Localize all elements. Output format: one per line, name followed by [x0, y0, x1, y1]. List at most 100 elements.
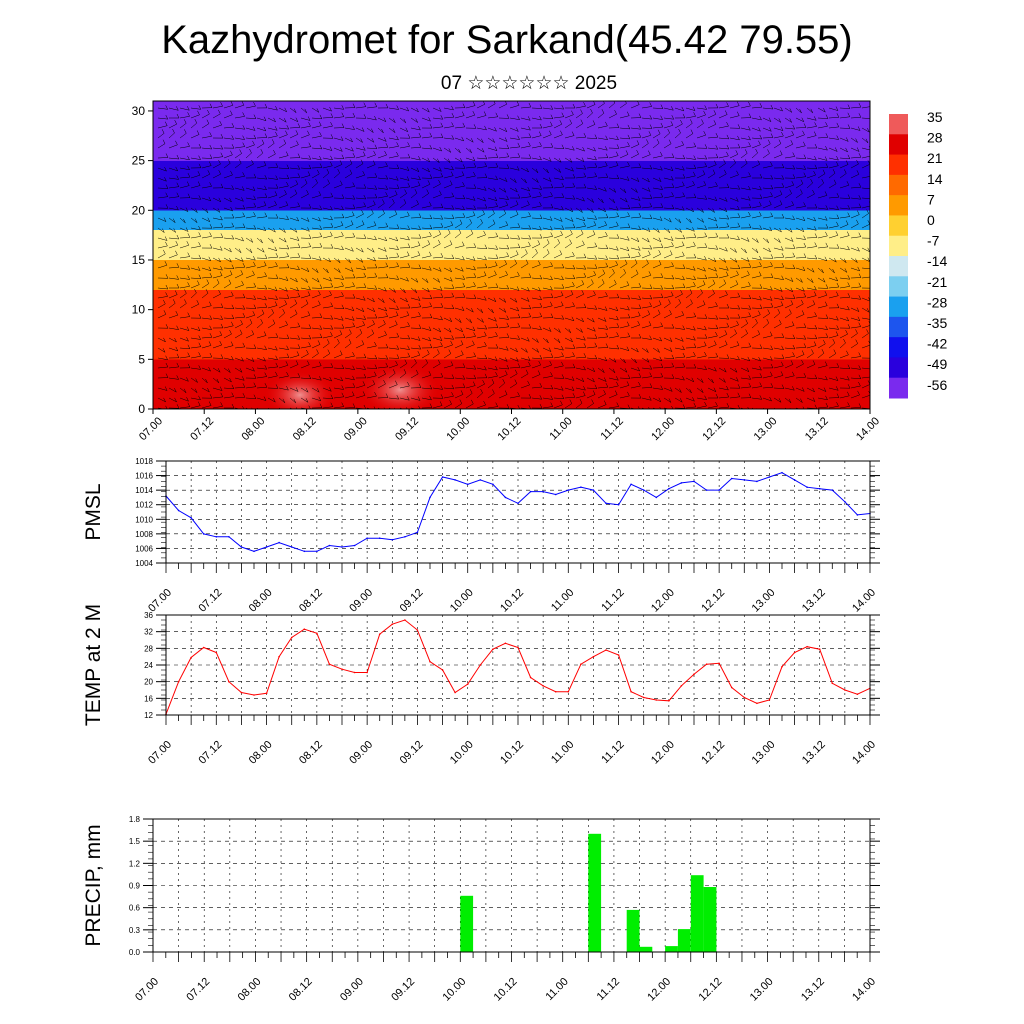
wind-barb — [355, 265, 367, 271]
wind-barb — [190, 181, 201, 189]
data-point — [202, 533, 205, 535]
wind-barb — [608, 109, 617, 119]
wind-barb — [366, 354, 378, 360]
wind-barb — [751, 318, 758, 329]
wind-barb — [278, 244, 290, 250]
wind-barb — [201, 154, 213, 159]
wind-barb — [762, 133, 774, 139]
wind-barb — [223, 247, 233, 253]
wind-barb — [377, 312, 389, 319]
wind-barb — [344, 247, 354, 252]
wind-barb — [795, 397, 803, 403]
wind-barb — [432, 359, 441, 369]
wind-barb — [553, 175, 564, 181]
wind-barb — [707, 387, 717, 393]
wind-barb — [652, 300, 662, 309]
wind-barb — [289, 252, 301, 259]
wind-barb — [465, 162, 477, 169]
wind-barb — [454, 136, 465, 142]
wind-barb — [355, 320, 366, 329]
wind-barb — [476, 255, 487, 261]
wind-barb — [278, 215, 290, 221]
x-tick-label: 07.00 — [137, 415, 165, 443]
wind-barb — [652, 336, 663, 342]
wind-barb — [465, 265, 476, 271]
wind-barb — [696, 288, 703, 299]
wind-barb — [399, 334, 411, 340]
wind-barb — [179, 112, 190, 119]
wind-barb — [861, 272, 870, 279]
wind-barb — [784, 237, 794, 243]
wind-barb — [817, 387, 827, 393]
x-tick-label: 09.00 — [347, 739, 375, 767]
x-tick-label: 12.00 — [649, 415, 677, 443]
wind-barb — [311, 205, 323, 210]
wind-barb — [498, 201, 509, 209]
wind-barb — [344, 322, 356, 329]
wind-barb — [774, 213, 785, 219]
wind-barb — [476, 354, 488, 360]
wind-barb — [542, 167, 549, 174]
data-point — [617, 503, 620, 506]
wind-barb — [190, 207, 198, 213]
wind-barb — [674, 106, 685, 112]
data-point — [580, 486, 582, 489]
wind-barb — [663, 354, 675, 360]
wind-barb — [597, 187, 607, 192]
wind-barb — [751, 344, 763, 349]
wind-barb — [344, 159, 353, 169]
wind-barb — [201, 272, 213, 279]
wind-barb — [850, 102, 862, 109]
wind-barb — [652, 177, 662, 183]
wind-barb — [751, 148, 758, 159]
wind-barb — [289, 286, 300, 292]
precipitation-panel: 0.00.30.60.91.21.51.807.00 07.12 08.00 08.1… — [82, 815, 880, 1004]
wind-barb — [773, 190, 783, 199]
wind-barb — [366, 172, 378, 179]
wind-barb — [311, 131, 322, 139]
wind-barb — [355, 365, 367, 370]
wind-barb — [718, 367, 727, 373]
wind-barb — [399, 311, 410, 319]
wind-barb — [377, 150, 387, 159]
wind-barb — [399, 297, 409, 303]
wind-barb — [531, 214, 543, 219]
wind-barb — [256, 126, 267, 132]
wind-barb — [355, 202, 367, 209]
wind-barb — [421, 117, 432, 122]
wind-barb — [773, 126, 784, 131]
wind-barb — [575, 343, 587, 349]
wind-barb — [432, 277, 441, 284]
wind-barb — [564, 363, 576, 369]
wind-barb — [322, 363, 334, 369]
wind-barb — [234, 247, 242, 253]
wind-barb — [454, 340, 464, 349]
wind-barb — [850, 295, 862, 300]
data-point — [642, 696, 645, 699]
wind-barb — [410, 199, 419, 209]
wind-barb — [586, 354, 598, 360]
wind-barb — [300, 311, 311, 319]
wind-barb — [333, 392, 345, 399]
y-tick-label: 1016 — [135, 472, 153, 481]
wind-barb — [531, 360, 542, 369]
wind-barb — [487, 343, 499, 349]
wind-barb — [278, 164, 290, 169]
wind-barb — [630, 237, 640, 243]
wind-barb — [553, 238, 561, 249]
wind-barb — [311, 114, 323, 120]
wind-barb — [740, 356, 751, 362]
wind-barb — [751, 211, 762, 219]
wind-barb — [179, 181, 190, 189]
wind-barb — [212, 340, 223, 349]
wind-barb — [597, 101, 605, 109]
wind-barb — [531, 185, 543, 190]
wind-barb — [443, 165, 454, 171]
wind-barb — [487, 402, 499, 409]
y-tick-label: 1014 — [135, 486, 153, 495]
wind-barb — [278, 124, 290, 130]
wind-barb — [839, 402, 850, 409]
wind-barb — [707, 207, 716, 214]
wind-barb — [465, 307, 474, 313]
data-point — [378, 633, 381, 635]
